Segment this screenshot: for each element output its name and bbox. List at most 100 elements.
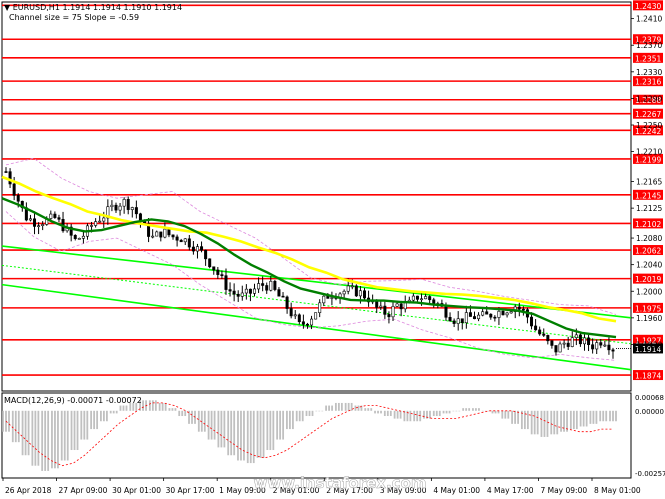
candle-body [448, 316, 452, 322]
candle-body [591, 344, 595, 350]
macd-bar [540, 410, 543, 437]
macd-bar [472, 408, 474, 411]
macd-bar [90, 410, 93, 430]
symbol-menu-icon[interactable]: ▼ [4, 3, 11, 12]
level-label: 1.1874 [635, 372, 661, 381]
macd-bar [533, 410, 536, 435]
y-tick-label: 1.2370 [636, 41, 662, 50]
macd-y-tick-label: 0.00000 [635, 408, 664, 416]
y-tick-label: 1.2210 [636, 148, 662, 157]
macd-bar [589, 410, 592, 424]
level-label: 1.2242 [635, 127, 661, 136]
candle-body [603, 344, 607, 347]
candle-body [342, 290, 346, 295]
macd-bar [298, 410, 301, 422]
macd-bar [347, 402, 350, 411]
level-box [633, 302, 663, 313]
x-tick-label: 8 May 01:00 [594, 486, 641, 495]
candle-body [195, 246, 199, 252]
candle-body [134, 207, 138, 215]
candle-body [183, 238, 187, 243]
macd-bar [292, 410, 294, 430]
current-price-box [633, 343, 663, 354]
candle-body [456, 318, 460, 324]
macd-bar [11, 410, 14, 443]
macd-bar [174, 408, 177, 411]
candle-body [538, 329, 542, 335]
candle-body [611, 349, 615, 352]
candle-body [33, 218, 37, 227]
macd-bar [70, 410, 73, 451]
macd-bar [536, 410, 539, 435]
level-box [633, 34, 663, 45]
macd-bar [419, 410, 422, 422]
macd-bar [17, 410, 20, 443]
candle-body [94, 221, 98, 226]
level-label: 1.2316 [635, 78, 661, 87]
macd-bar [462, 408, 465, 411]
candle-body [273, 280, 277, 290]
macd-y-tick-label: -0.00257 [635, 470, 665, 478]
candle-body [130, 207, 134, 210]
level-box [633, 125, 663, 136]
y-tick-label: 1.2330 [636, 68, 662, 77]
level-label: 1.1927 [635, 336, 661, 345]
macd-bar [448, 410, 451, 414]
level-label: 1.2102 [635, 220, 661, 229]
macd-bar [575, 410, 578, 430]
candle-body [485, 311, 489, 315]
candle-body [236, 293, 240, 297]
macd-bar [318, 410, 321, 412]
macd-bar [491, 410, 494, 414]
macd-bar [386, 410, 389, 417]
macd-bar [139, 400, 141, 411]
x-tick-label: 3 May 09:00 [380, 486, 427, 495]
macd-bar [609, 410, 611, 422]
candle-body [310, 318, 314, 326]
level-label: 1.2019 [635, 275, 661, 284]
macd-bar [223, 410, 226, 448]
level-box [633, 245, 663, 256]
candle-body [293, 314, 297, 317]
y-tick-label: 1.2165 [636, 178, 662, 187]
macd-bar [188, 410, 190, 424]
macd-bar [259, 410, 262, 458]
candle-body [391, 306, 395, 318]
macd-bar [582, 410, 585, 427]
macd-bar [191, 410, 193, 424]
macd-bar [475, 408, 477, 411]
macd-bar [507, 410, 510, 419]
candle-body [216, 269, 220, 275]
macd-bar [269, 410, 272, 451]
candle-body [179, 239, 183, 243]
candle-body [244, 288, 248, 294]
x-tick-label: 1 May 09:00 [219, 486, 266, 495]
sma-fast-line [1, 175, 617, 323]
macd-bar [399, 410, 402, 419]
candle-body [41, 224, 45, 226]
level-box [633, 273, 663, 284]
channel-lower-line [1, 283, 632, 371]
macd-bar [57, 410, 59, 469]
y-tick-label: 1.1920 [636, 340, 662, 349]
candle-body [566, 342, 570, 347]
candle-body [489, 313, 493, 318]
candle-body [163, 228, 167, 238]
macd-bar [256, 410, 259, 458]
macd-bar [615, 410, 617, 422]
level-label: 1.2062 [635, 247, 661, 256]
macd-bar [8, 410, 10, 432]
macd-bar [455, 410, 458, 412]
macd-bar [125, 405, 128, 411]
candle-body [175, 236, 179, 241]
macd-bar [344, 402, 347, 411]
macd-bar [217, 410, 220, 448]
candle-body [69, 226, 73, 236]
macd-bar [501, 410, 504, 419]
macd-bar [328, 405, 330, 411]
macd-bar [478, 408, 480, 411]
macd-bar [24, 410, 27, 456]
macd-bar [383, 410, 386, 417]
macd-bar [83, 410, 86, 440]
macd-bar [184, 410, 187, 417]
